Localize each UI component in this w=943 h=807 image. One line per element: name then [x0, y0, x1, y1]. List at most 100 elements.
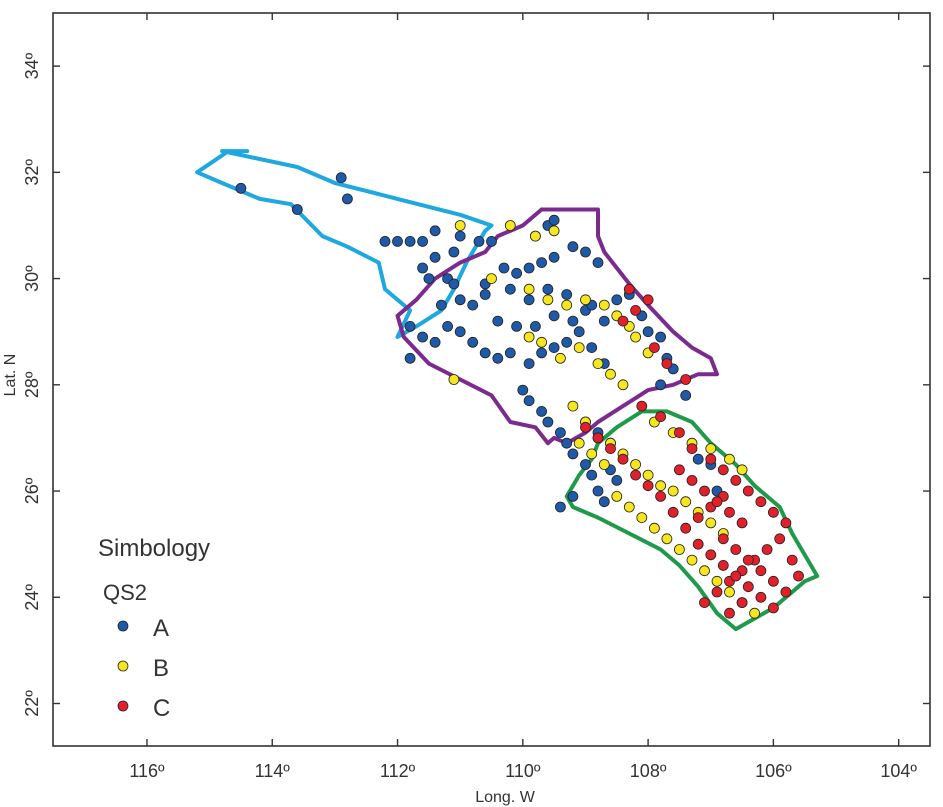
sample-point-a	[473, 235, 485, 247]
sample-point-c	[768, 602, 779, 614]
axis-ticks	[53, 13, 930, 746]
sample-point-a	[392, 235, 403, 247]
sample-point-a	[548, 214, 560, 226]
sample-point-a	[523, 294, 535, 306]
sample-point-a	[555, 427, 566, 439]
sample-point-b	[598, 299, 610, 311]
sample-point-c	[674, 427, 685, 439]
sample-point-c	[655, 490, 666, 502]
sample-point-a	[429, 251, 441, 263]
legend: Simbology QS2 A B C	[98, 535, 210, 722]
x-tick-label: 108º	[630, 761, 667, 781]
sample-point-b	[724, 453, 735, 465]
x-tick-labels: 116º 114º 112º 110º 108º 106º 104º	[129, 761, 917, 781]
sample-point-a	[404, 320, 416, 332]
legend-label-b: B	[153, 655, 169, 682]
sample-point-a	[442, 320, 454, 332]
sample-point-b	[548, 225, 560, 237]
sample-point-b	[649, 522, 660, 534]
sample-point-b	[567, 400, 579, 412]
sample-point-b	[711, 575, 723, 587]
sample-point-c	[649, 342, 660, 354]
x-tick-label: 112º	[380, 761, 416, 781]
sample-point-b	[454, 220, 466, 231]
sample-point-a	[680, 389, 692, 401]
sample-point-c	[742, 581, 754, 593]
y-tick-label: 26º	[22, 477, 42, 504]
sample-point-c	[699, 597, 710, 608]
sample-point-c	[786, 554, 798, 566]
sample-point-c	[617, 453, 629, 465]
sample-point-b	[573, 342, 585, 354]
sample-point-b	[598, 459, 610, 470]
sample-point-a	[598, 496, 610, 508]
legend-marker-b	[117, 660, 129, 672]
sample-point-c	[730, 474, 742, 486]
sample-point-a	[561, 336, 573, 348]
sample-point-c	[692, 538, 704, 550]
sample-point-a	[341, 193, 353, 205]
sample-point-a	[586, 469, 598, 481]
sample-point-a	[417, 235, 429, 247]
sample-point-c	[680, 374, 692, 385]
sample-point-a	[492, 315, 504, 327]
y-tick-label: 22º	[22, 690, 42, 717]
sample-point-a	[454, 230, 466, 242]
legend-subtitle: QS2	[103, 580, 147, 605]
sample-point-b	[523, 331, 535, 343]
sample-point-a	[448, 246, 460, 258]
sample-point-c	[724, 607, 735, 619]
sample-point-c	[630, 304, 641, 316]
sample-point-a	[486, 235, 497, 247]
sample-point-a	[467, 299, 479, 311]
sample-point-c	[617, 315, 629, 327]
sample-point-c	[717, 533, 729, 545]
sample-point-a	[592, 485, 604, 497]
sample-point-a	[542, 283, 554, 295]
sample-point-a	[417, 331, 429, 343]
sample-point-b	[623, 501, 635, 513]
legend-marker-a	[117, 620, 129, 632]
sample-point-a	[536, 405, 547, 417]
sample-point-b	[699, 565, 710, 577]
y-tick-label: 28º	[22, 371, 42, 398]
sample-point-a	[542, 416, 554, 428]
region-boundary-west	[195, 149, 494, 339]
y-tick-label: 30º	[22, 265, 42, 292]
sample-point-a	[404, 352, 416, 364]
sample-point-b	[736, 464, 748, 476]
legend-label-a: A	[153, 615, 169, 642]
sample-point-b	[642, 469, 654, 481]
sample-point-a	[511, 320, 522, 332]
sample-point-c	[667, 506, 679, 518]
sample-point-b	[605, 368, 616, 380]
sample-point-a	[642, 326, 654, 338]
sample-point-a	[235, 182, 247, 194]
sample-point-b	[573, 437, 585, 449]
sample-point-a	[467, 336, 479, 348]
sample-point-b	[667, 485, 679, 497]
sample-point-b	[504, 220, 516, 231]
sample-point-a	[536, 257, 547, 269]
sample-point-a	[479, 289, 491, 300]
sample-point-a	[435, 299, 447, 311]
y-tick-label: 32º	[22, 159, 42, 186]
sample-point-c	[755, 565, 767, 577]
sample-point-b	[486, 273, 497, 285]
sample-point-c	[605, 443, 616, 455]
x-tick-label: 110º	[505, 761, 541, 781]
sample-point-c	[742, 485, 754, 497]
sample-point-a	[655, 331, 666, 343]
sample-point-c	[623, 283, 635, 295]
region-boundaries	[195, 149, 820, 632]
sample-point-c	[642, 480, 654, 492]
x-tick-label: 106º	[755, 761, 792, 781]
sample-point-c	[705, 549, 717, 561]
sample-point-a	[573, 326, 585, 338]
sample-point-c	[730, 544, 742, 555]
sample-point-a	[548, 310, 560, 322]
sample-point-c	[755, 591, 767, 603]
sample-point-b	[636, 512, 648, 523]
sample-point-c	[742, 554, 754, 566]
